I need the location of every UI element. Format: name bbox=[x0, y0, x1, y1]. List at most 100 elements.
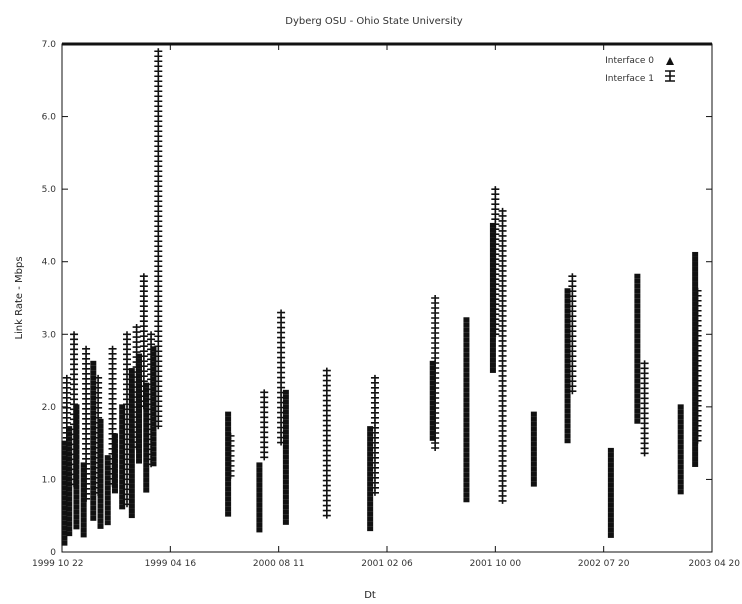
data-point bbox=[463, 487, 470, 493]
data-point bbox=[498, 417, 507, 424]
data-point bbox=[489, 322, 496, 328]
data-point bbox=[677, 479, 684, 485]
data-point bbox=[564, 288, 571, 294]
data-point bbox=[154, 318, 163, 325]
data-point bbox=[463, 497, 470, 503]
data-point bbox=[61, 510, 68, 516]
data-point bbox=[282, 439, 289, 445]
data-point bbox=[90, 505, 97, 511]
data-point bbox=[693, 437, 702, 444]
data-point bbox=[154, 363, 163, 370]
data-point bbox=[640, 365, 649, 372]
data-point bbox=[90, 430, 97, 436]
data-point bbox=[154, 98, 163, 105]
data-point bbox=[225, 491, 232, 497]
data-point bbox=[463, 477, 470, 483]
data-point bbox=[367, 486, 374, 492]
data-point bbox=[498, 492, 507, 499]
data-point bbox=[463, 407, 470, 413]
data-point bbox=[282, 429, 289, 435]
data-point bbox=[225, 441, 232, 447]
data-point bbox=[634, 333, 641, 339]
data-point bbox=[498, 207, 507, 214]
data-point bbox=[677, 474, 684, 480]
data-point bbox=[463, 332, 470, 338]
data-point bbox=[128, 373, 135, 379]
data-point bbox=[489, 232, 496, 238]
x-tick-label: 2000 08 11 bbox=[253, 559, 305, 569]
data-point bbox=[634, 373, 641, 379]
data-point bbox=[154, 58, 163, 65]
data-point bbox=[225, 461, 232, 467]
data-point bbox=[97, 488, 104, 494]
data-point bbox=[154, 163, 163, 170]
data-point bbox=[634, 368, 641, 374]
data-point bbox=[498, 462, 507, 469]
data-point bbox=[692, 426, 699, 432]
data-point bbox=[136, 458, 143, 464]
data-point bbox=[564, 363, 571, 369]
data-point bbox=[128, 478, 135, 484]
data-point bbox=[692, 341, 699, 347]
data-point bbox=[154, 358, 163, 365]
data-point bbox=[322, 477, 331, 484]
data-point bbox=[564, 433, 571, 439]
data-point bbox=[225, 511, 232, 517]
data-point bbox=[489, 357, 496, 363]
data-point bbox=[607, 477, 614, 483]
data-point bbox=[80, 532, 87, 538]
data-point bbox=[489, 362, 496, 368]
data-point bbox=[530, 461, 537, 467]
data-point bbox=[154, 93, 163, 100]
data-point bbox=[634, 308, 641, 314]
data-point bbox=[90, 410, 97, 416]
data-point bbox=[143, 442, 150, 448]
data-point bbox=[463, 317, 470, 323]
data-point bbox=[634, 378, 641, 384]
data-point bbox=[692, 311, 699, 317]
data-point bbox=[154, 388, 163, 395]
data-point bbox=[282, 389, 289, 395]
data-point bbox=[607, 457, 614, 463]
data-point bbox=[73, 514, 80, 520]
data-point bbox=[640, 440, 649, 447]
data-point bbox=[564, 303, 571, 309]
chart-title: Dyberg OSU - Ohio State University bbox=[285, 16, 463, 27]
data-point bbox=[111, 438, 118, 444]
data-point bbox=[154, 258, 163, 265]
data-point bbox=[463, 372, 470, 378]
data-point bbox=[154, 108, 163, 115]
data-point bbox=[692, 436, 699, 442]
data-point bbox=[256, 492, 263, 498]
data-point bbox=[463, 367, 470, 373]
data-point bbox=[104, 485, 111, 491]
data-point bbox=[282, 519, 289, 525]
data-point bbox=[119, 424, 126, 430]
data-point bbox=[692, 271, 699, 277]
data-point bbox=[97, 463, 104, 469]
data-point bbox=[634, 348, 641, 354]
data-point bbox=[90, 380, 97, 386]
data-point bbox=[277, 394, 286, 401]
data-point bbox=[73, 419, 80, 425]
data-point bbox=[489, 347, 496, 353]
data-point bbox=[119, 459, 126, 465]
data-point bbox=[119, 434, 126, 440]
data-point bbox=[73, 414, 80, 420]
data-point bbox=[277, 439, 286, 446]
data-point bbox=[322, 437, 331, 444]
data-point bbox=[282, 514, 289, 520]
data-point bbox=[367, 456, 374, 462]
data-point bbox=[463, 392, 470, 398]
data-point bbox=[104, 470, 111, 476]
data-point bbox=[498, 432, 507, 439]
data-point bbox=[367, 436, 374, 442]
data-point bbox=[90, 445, 97, 451]
data-point bbox=[498, 297, 507, 304]
data-point bbox=[136, 398, 143, 404]
data-point bbox=[136, 428, 143, 434]
data-point bbox=[128, 483, 135, 489]
data-point bbox=[154, 323, 163, 330]
data-point bbox=[282, 454, 289, 460]
data-point bbox=[692, 256, 699, 262]
